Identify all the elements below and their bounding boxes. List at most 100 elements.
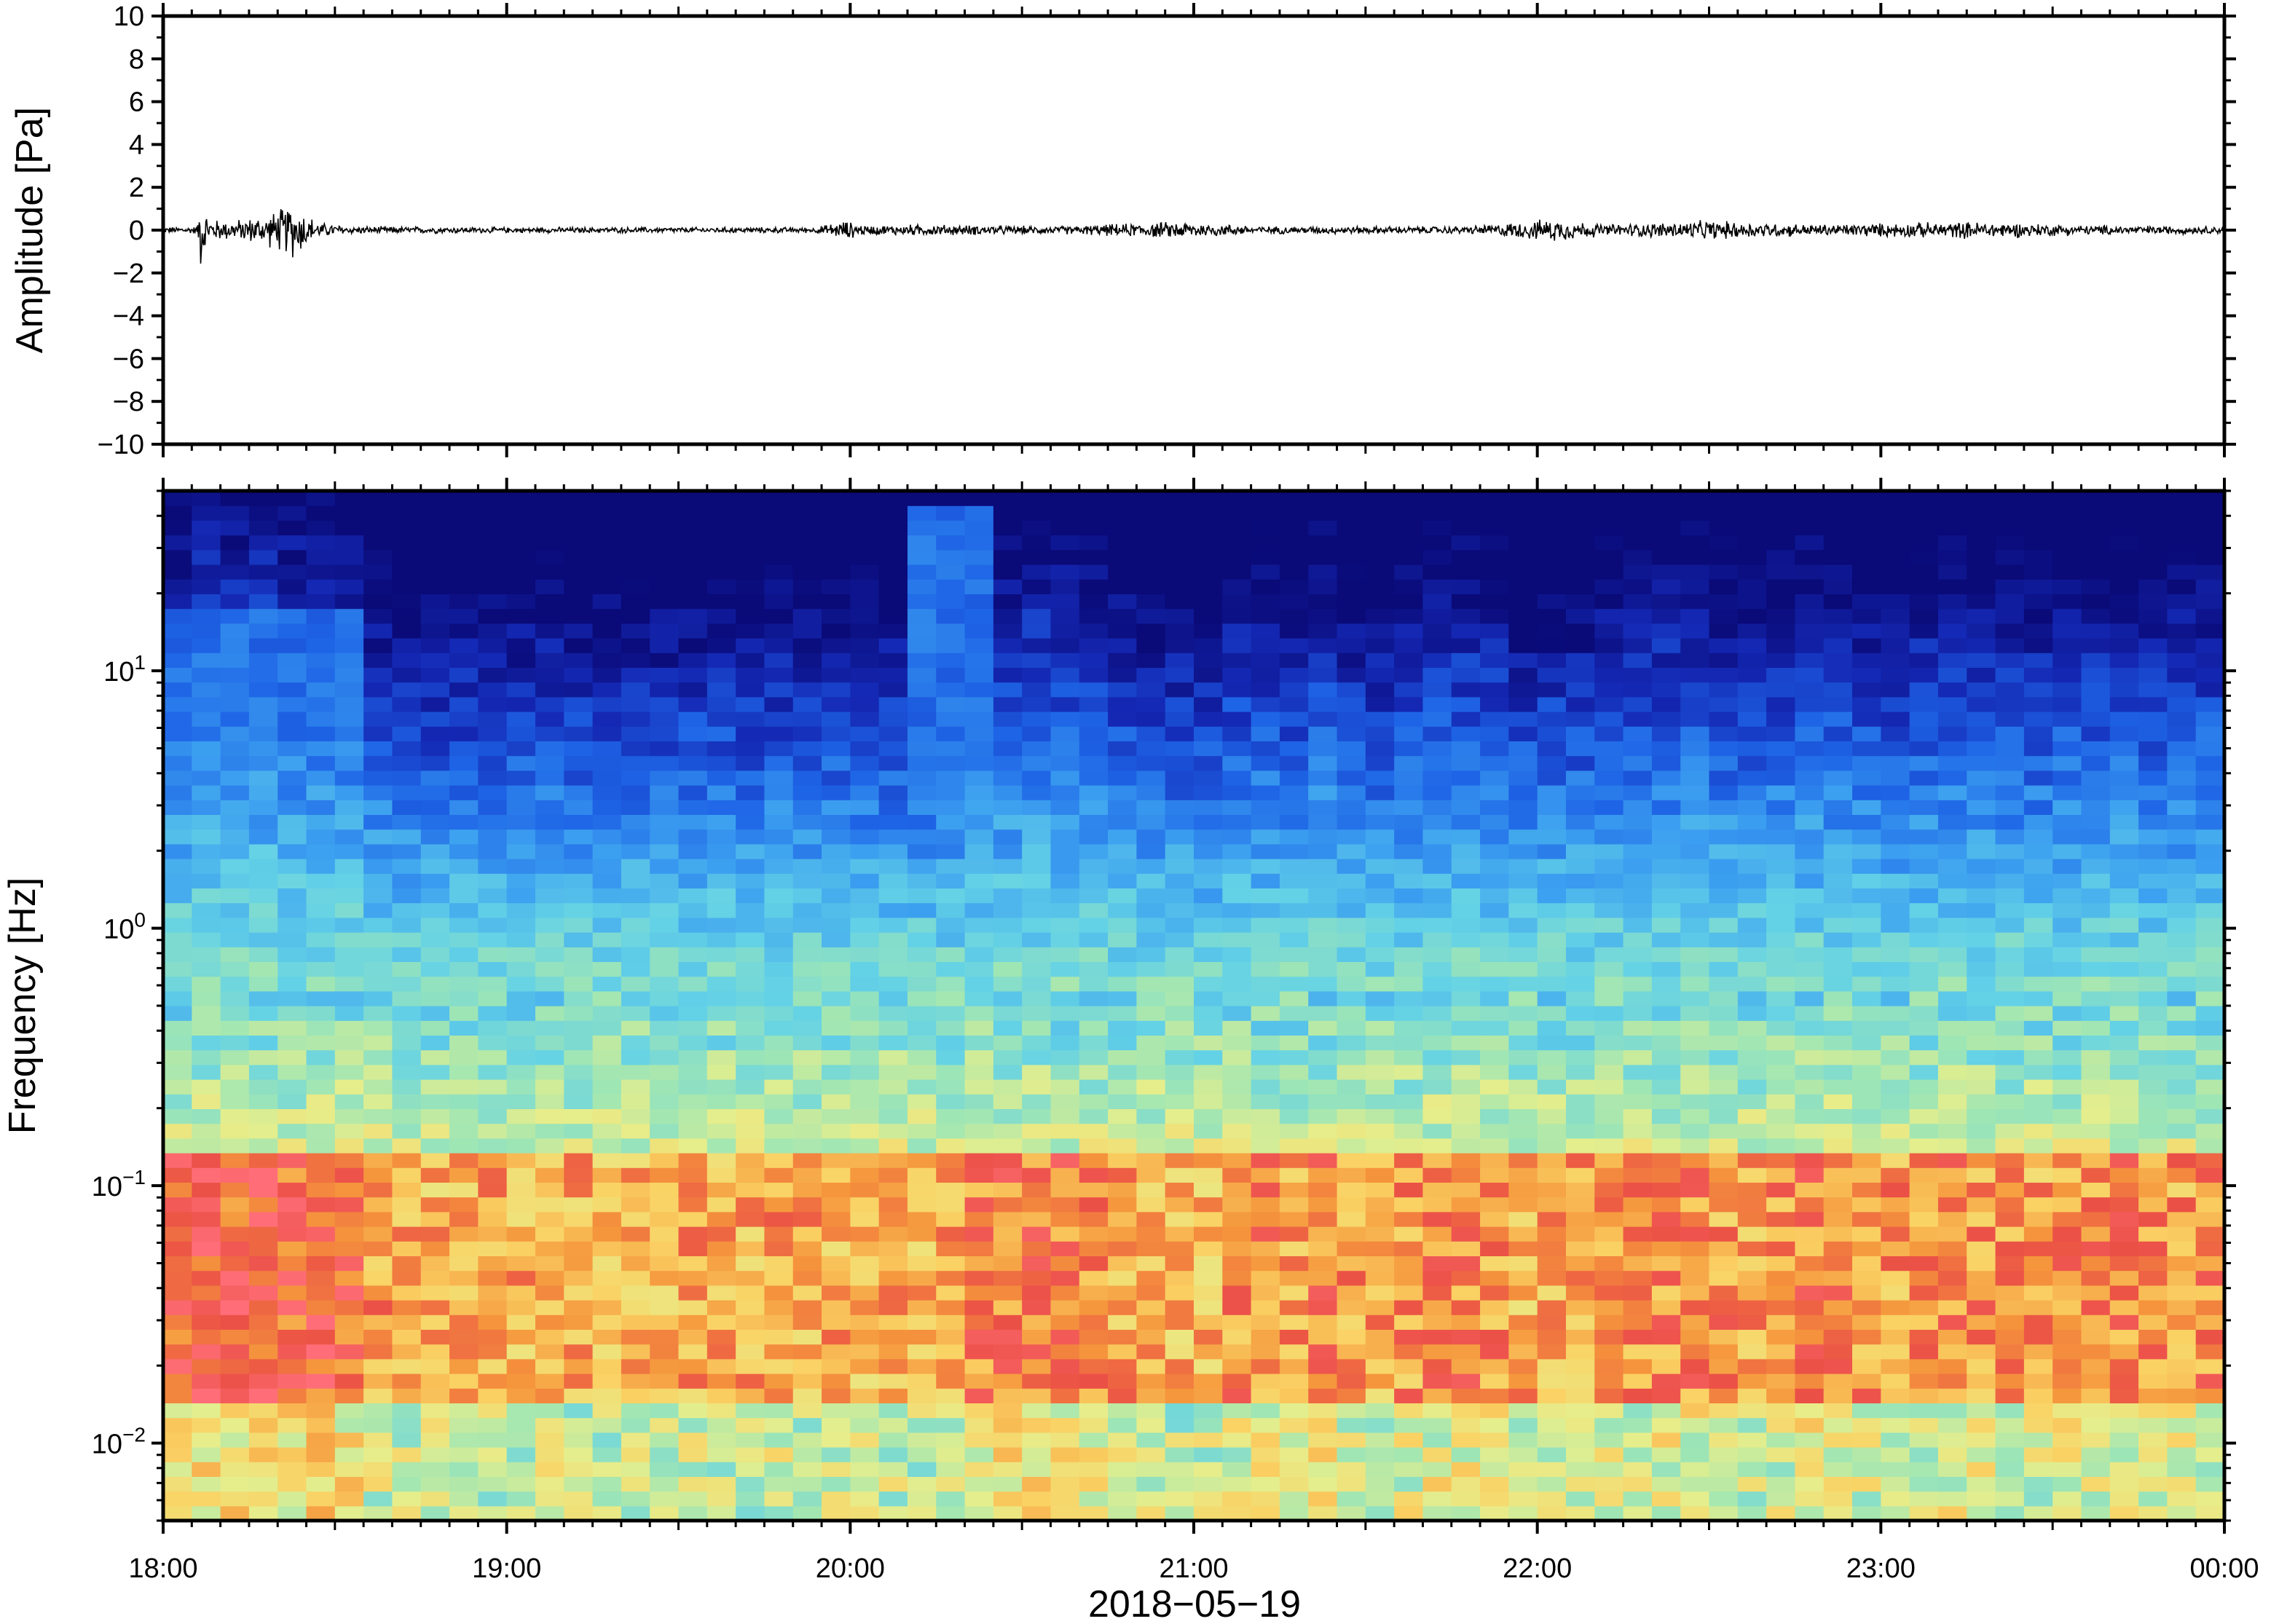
spectrogram-cell: [678, 1491, 708, 1507]
spectrogram-cell: [1279, 961, 1309, 977]
spectrogram-cell: [392, 1403, 422, 1419]
spectrogram-cell: [334, 961, 364, 977]
spectrogram-cell: [2109, 1300, 2139, 1315]
spectrogram-cell: [1967, 1094, 1996, 1109]
spectrogram-cell: [220, 549, 250, 565]
spectrogram-cell: [1394, 976, 1424, 992]
spectrogram-cell: [1279, 1285, 1309, 1301]
spectrogram-cell: [1365, 1241, 1395, 1256]
spectrogram-cell: [278, 1358, 307, 1374]
spectrogram-cell: [306, 623, 336, 639]
spectrogram-cell: [764, 1094, 794, 1109]
spectrogram-cell: [1909, 1285, 1939, 1301]
spectrogram-cell: [192, 1108, 221, 1124]
spectrogram-cell: [449, 1270, 479, 1286]
spectrogram-cell: [478, 549, 508, 565]
spectrogram-cell: [2109, 1344, 2139, 1360]
spectrogram-cell: [964, 1476, 994, 1492]
spectrogram-cell: [1022, 682, 1052, 698]
spectrogram-cell: [1508, 520, 1538, 536]
spectrogram-cell: [850, 594, 880, 610]
spectrogram-cell: [678, 1049, 708, 1065]
spectrogram-cell: [1508, 1462, 1538, 1477]
spectrogram-cell: [993, 579, 1023, 594]
spectrogram-cell: [1623, 1505, 1653, 1521]
spectrogram-cell: [278, 1462, 307, 1477]
spectrogram-cell: [334, 1476, 364, 1492]
spectrogram-cell: [1709, 770, 1739, 786]
spectrogram-cell: [964, 491, 994, 506]
spectrogram-cell: [1651, 888, 1681, 904]
spectrogram-cell: [907, 814, 937, 830]
spectrogram-cell: [392, 1462, 422, 1477]
spectrogram-cell: [1251, 947, 1280, 962]
spectrogram-cell: [1680, 961, 1710, 977]
spectrogram-cell: [1651, 770, 1681, 786]
spectrogram-cell: [1050, 564, 1080, 580]
spectrogram-cell: [1823, 1329, 1853, 1345]
spectrogram-cell: [1365, 1167, 1395, 1183]
spectrogram-cell: [248, 1256, 278, 1272]
spectrogram-cell: [1709, 800, 1739, 815]
spectrogram-cell: [1136, 1491, 1166, 1507]
spectrogram-cell: [1279, 976, 1309, 992]
spectrogram-cell: [334, 1035, 364, 1051]
spectrogram-cell: [2023, 1006, 2053, 1021]
spectrogram-cell: [1308, 1035, 1338, 1051]
spectrogram-cell: [1279, 1211, 1309, 1227]
spectrogram-cell: [592, 1447, 622, 1462]
spectrogram-cell: [1967, 1285, 1996, 1301]
spectrogram-cell: [936, 1344, 966, 1360]
spectrogram-cell: [1852, 873, 1881, 888]
spectrogram-cell: [1680, 1241, 1710, 1256]
spectrogram-cell: [2109, 1270, 2139, 1286]
spectrogram-cell: [1623, 1344, 1653, 1360]
spectrogram-cell: [1651, 726, 1681, 741]
spectrogram-cell: [1967, 947, 1996, 962]
spectrogram-cell: [1194, 712, 1223, 727]
spectrogram-cell: [1337, 800, 1366, 815]
spectrogram-cell: [1022, 1403, 1052, 1419]
spectrogram-cell: [1422, 549, 1452, 565]
spectrogram-cell: [1623, 917, 1653, 933]
spectrogram-cell: [936, 726, 966, 741]
spectrogram-cell: [1680, 564, 1710, 580]
spectrogram-cell: [707, 1094, 736, 1109]
spectrogram-cell: [822, 726, 851, 741]
spectrogram-cell: [592, 1270, 622, 1286]
spectrogram-cell: [334, 638, 364, 653]
spectrogram-cell: [1337, 976, 1366, 992]
spectrogram-cell: [2023, 1462, 2053, 1477]
spectrogram-cell: [1852, 1388, 1881, 1403]
spectrogram-cell: [1709, 859, 1739, 874]
spectrogram-cell: [2052, 1167, 2082, 1183]
spectrogram-cell: [1079, 564, 1109, 580]
spectrogram-cell: [621, 491, 650, 506]
spectrogram-cell: [936, 608, 966, 624]
waveform-y-tick-label: −10: [98, 430, 144, 460]
spectrogram-cell: [449, 1064, 479, 1080]
spectrogram-cell: [1480, 843, 1509, 859]
spectrogram-cell: [1795, 917, 1825, 933]
spectrogram-cell: [392, 1314, 422, 1330]
spectrogram-cell: [420, 1049, 450, 1065]
spectrogram-cell: [1909, 917, 1939, 933]
spectrogram-cell: [1680, 1403, 1710, 1419]
spectrogram-cell: [478, 653, 508, 668]
spectrogram-cell: [1881, 608, 1910, 624]
spectrogram-cell: [1709, 917, 1739, 933]
spectrogram-cell: [822, 653, 851, 668]
spectrogram-cell: [1279, 491, 1309, 506]
spectrogram-cell: [363, 961, 393, 977]
spectrogram-cell: [993, 1079, 1023, 1095]
spectrogram-cell: [1022, 1476, 1052, 1492]
spectrogram-cell: [993, 667, 1023, 683]
spectrogram-cell: [592, 1476, 622, 1492]
spectrogram-cell: [564, 491, 594, 506]
spectrogram-cell: [392, 1241, 422, 1256]
spectrogram-cell: [1995, 1020, 2025, 1036]
spectrogram-cell: [1852, 785, 1881, 800]
spectrogram-cell: [1651, 1108, 1681, 1124]
spectrogram-cell: [564, 961, 594, 977]
spectrogram-cell: [420, 990, 450, 1006]
